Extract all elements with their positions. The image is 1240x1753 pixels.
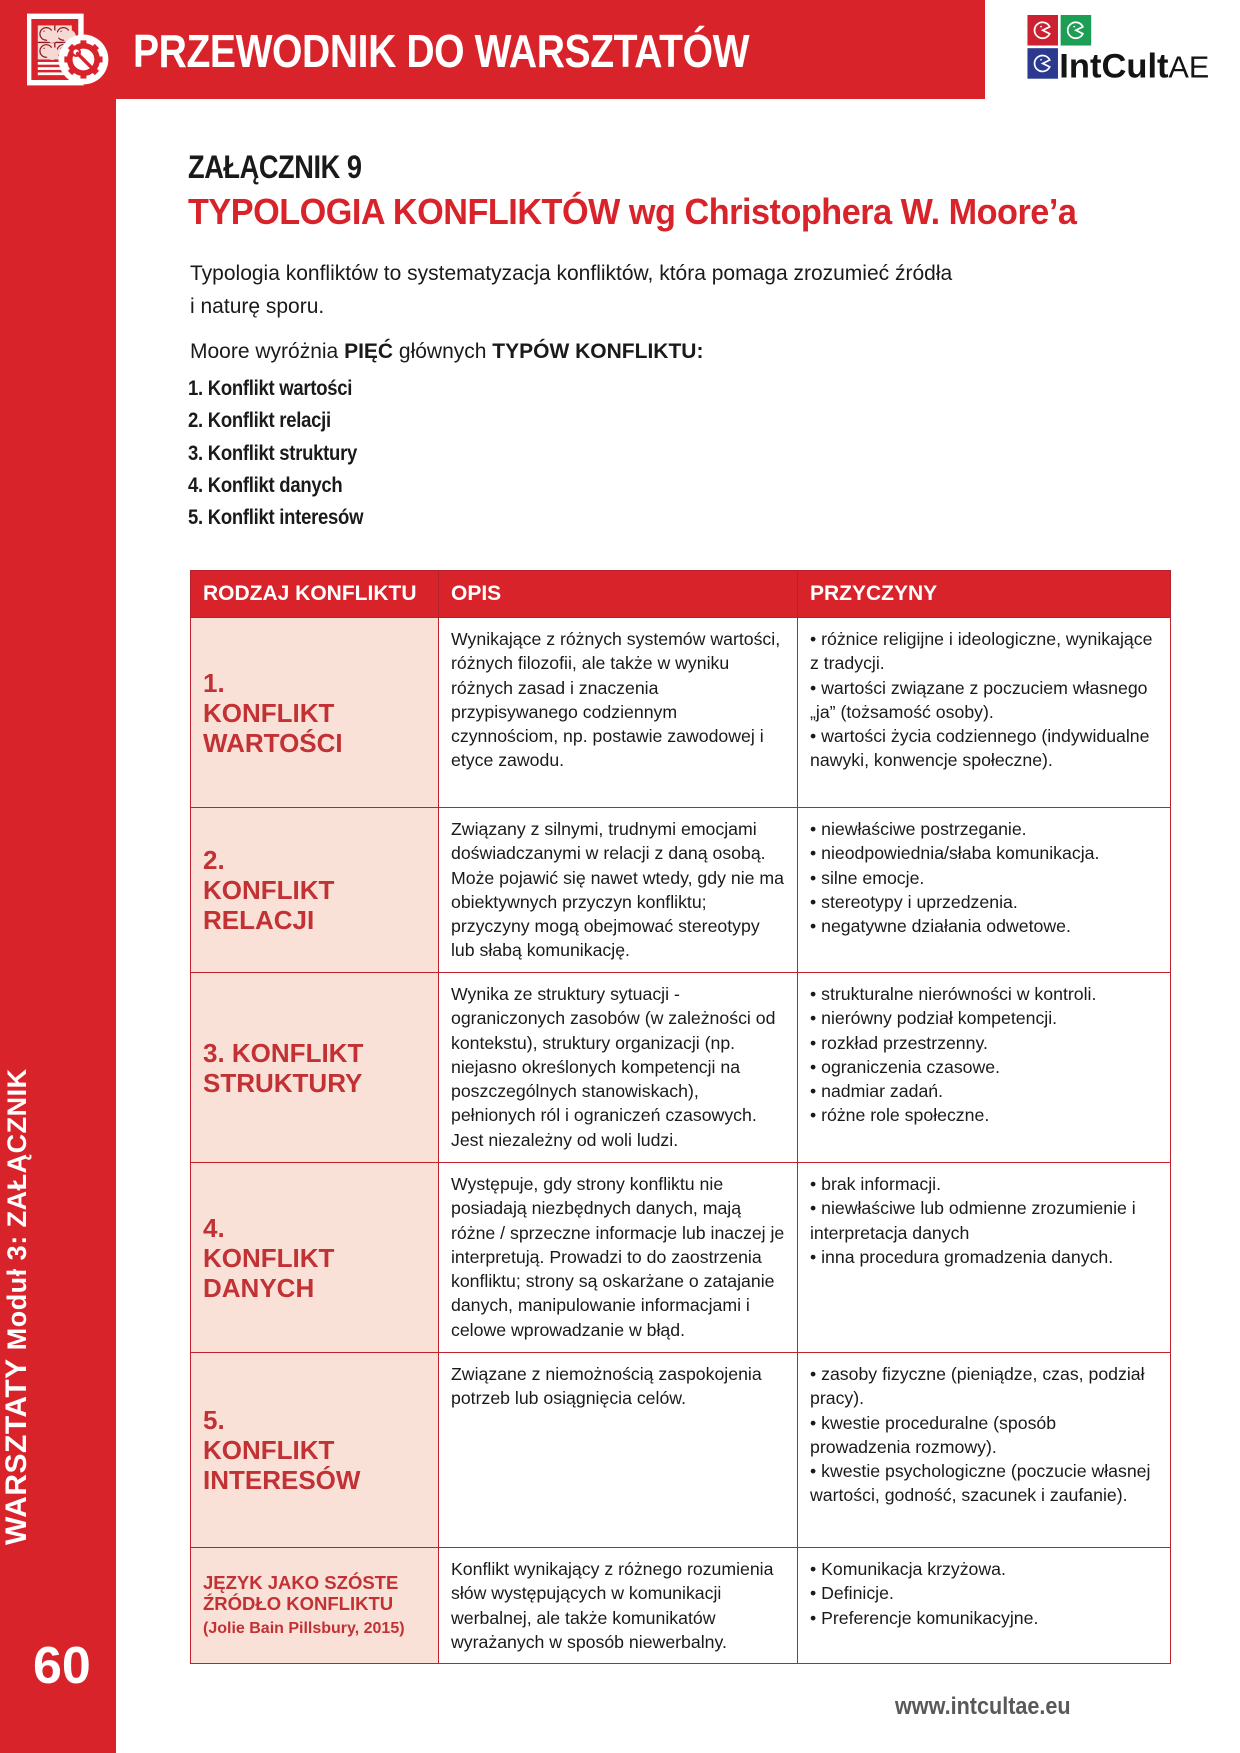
svg-text:IntCultAE: IntCultAE [1059,47,1209,85]
